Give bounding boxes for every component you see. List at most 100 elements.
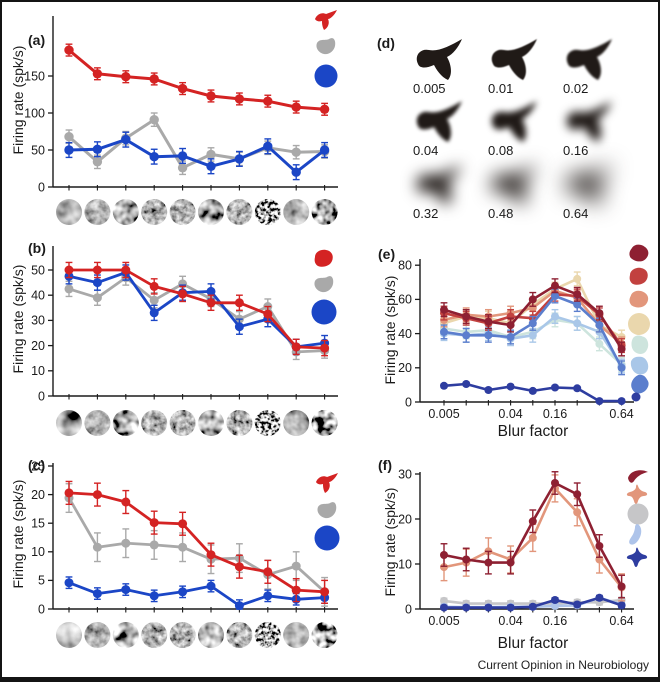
texture-stimulus (226, 199, 253, 225)
data-point (595, 542, 604, 550)
stimulus-shape (416, 101, 462, 142)
data-point (528, 533, 537, 542)
data-point (291, 102, 301, 112)
texture-stimulus (141, 410, 168, 436)
data-point (92, 293, 102, 303)
data-point (234, 298, 244, 308)
legend-e-salmon-blob-icon (629, 290, 649, 308)
stimulus-shape (416, 39, 462, 80)
data-point (551, 601, 559, 610)
data-point (149, 591, 159, 601)
y-tick-label: 20 (31, 339, 45, 353)
data-point (440, 305, 448, 314)
blurred-stimulus-icon (566, 164, 612, 205)
data-point (64, 578, 74, 588)
data-point (234, 94, 245, 104)
panel-a-plot: 0 50 100 150 (24, 16, 338, 194)
data-point (149, 152, 159, 162)
legend-e-dark-blue-dot-icon (631, 392, 641, 402)
blur-shape-0.08 (485, 98, 545, 144)
data-point (263, 309, 273, 319)
y-tick-label: 10 (31, 545, 45, 559)
panel-e-plot: 0 20 40 60 80 0.005 0.04 0.16 0.64 (398, 259, 634, 421)
panel-b-y-axis-label: Firing rate (spk/s) (10, 264, 26, 374)
data-point (319, 104, 330, 115)
data-point (206, 149, 216, 160)
panel-f-series-salmon-tripod (440, 474, 626, 602)
blur-factor-label: 0.08 (488, 143, 514, 158)
y-tick-label: 5 (38, 574, 45, 588)
data-point (528, 386, 537, 395)
data-point (440, 381, 448, 390)
texture-stimulus (283, 410, 310, 436)
data-point (92, 144, 103, 154)
data-point (573, 274, 582, 283)
data-point (506, 558, 515, 567)
data-point (573, 384, 582, 393)
y-tick-label: 80 (398, 259, 412, 273)
texture-stimulus (141, 622, 168, 648)
texture-stimulus (56, 410, 82, 436)
legend-e-tan-blob-icon (628, 313, 650, 335)
y-tick-label: 25 (31, 459, 45, 473)
x-tick-label: 0.64 (609, 614, 633, 628)
texture-stimulus (311, 199, 338, 225)
panel-f-y-axis-label: Firing rate (spk/s) (382, 487, 398, 597)
texture-stimulus (141, 199, 168, 225)
data-point (178, 519, 188, 529)
data-point (595, 339, 604, 348)
data-point (121, 72, 131, 82)
data-point (92, 278, 102, 288)
stimulus-shape (566, 101, 612, 142)
data-point (263, 141, 273, 151)
panel-e-x-axis-label: Blur factor (497, 423, 569, 440)
texture-stimulus (311, 410, 338, 436)
data-point (177, 163, 188, 173)
data-point (528, 602, 537, 611)
texture-stimulus (169, 199, 196, 225)
data-point (595, 397, 604, 406)
y-tick-label: 40 (31, 289, 45, 303)
blur-shape-0.005 (410, 36, 470, 82)
data-point (178, 542, 188, 552)
y-tick-label: 10 (31, 364, 45, 378)
panel-b-series-gray-blob (64, 269, 330, 361)
data-point (551, 281, 559, 290)
legend-f-dark-blue-tripod-icon (626, 547, 648, 567)
blur-shape-0.32 (410, 161, 470, 207)
data-point (440, 551, 448, 559)
texture-stimulus (56, 199, 82, 225)
legend-f-dark-red-crescent-icon (628, 470, 648, 483)
y-tick-label: 0 (38, 389, 45, 403)
data-point (64, 284, 74, 294)
data-point (92, 265, 102, 275)
panel-a-y-axis-label: Firing rate (spk/s) (10, 45, 26, 155)
y-tick-label: 150 (24, 69, 45, 83)
legend-e-light-blue-blob-icon (630, 356, 649, 375)
data-point (506, 321, 515, 330)
data-point (528, 295, 537, 304)
data-point (617, 397, 626, 406)
y-tick-label: 30 (31, 314, 45, 328)
blurred-stimulus-icon (416, 39, 462, 80)
texture-stimulus (254, 199, 281, 225)
data-point (595, 593, 604, 602)
data-point (121, 497, 131, 507)
y-tick-label: 50 (31, 263, 45, 277)
data-point (149, 540, 159, 550)
legend-b-red-blob-icon (314, 249, 333, 267)
data-point (206, 581, 216, 591)
panel-c-plot: 0 5 10 15 20 25 (31, 459, 338, 616)
data-point (234, 154, 245, 164)
texture-stimulus (56, 622, 82, 648)
blur-factor-label: 0.48 (488, 206, 514, 221)
blur-factor-label: 0.005 (413, 81, 446, 96)
blurred-stimulus-icon (566, 101, 612, 142)
blurred-stimulus-icon (491, 39, 537, 80)
data-point (263, 567, 273, 577)
legend-a-blue-circle-icon (314, 64, 338, 88)
stimulus-shape (491, 39, 537, 80)
data-point (551, 383, 559, 392)
panel-b-label: (b) (28, 240, 46, 256)
